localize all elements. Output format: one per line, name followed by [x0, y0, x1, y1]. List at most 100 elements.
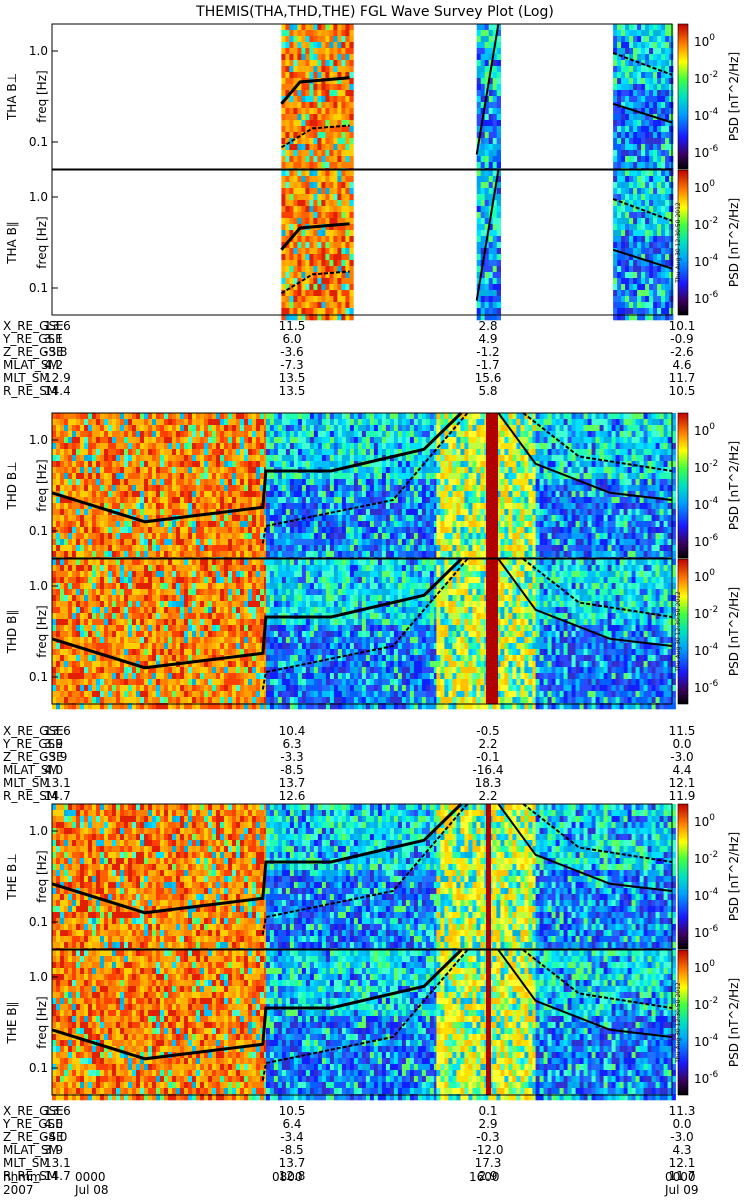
spectrogram-cell [76, 539, 80, 545]
spectrogram-cell [60, 539, 64, 545]
spectrogram-cell [204, 527, 208, 533]
spectrogram-cell [613, 54, 617, 60]
spectrogram-cell [56, 455, 60, 461]
spectrogram-cell [617, 144, 621, 150]
spectrogram-cell [625, 176, 629, 182]
spectrogram-cell [370, 449, 374, 455]
spectrogram-cell [313, 266, 317, 272]
spectrogram-cell [641, 302, 645, 308]
spectrogram-cell [281, 308, 285, 314]
spectrogram-cell [136, 491, 140, 497]
spectrogram-cell [497, 266, 501, 272]
spectrogram-cell [325, 230, 329, 236]
spectrogram-cell [621, 194, 625, 200]
spectrogram-cell [460, 425, 464, 431]
spectrogram-cell [208, 473, 212, 479]
spectrogram-cell [290, 449, 294, 455]
spectrogram-cell [172, 497, 176, 503]
spectrogram-cell [305, 200, 309, 206]
spectrogram-cell [422, 425, 426, 431]
spectrogram-cell [72, 539, 76, 545]
spectrogram-cell [338, 545, 342, 551]
spectrogram-cell [88, 455, 92, 461]
spectrogram-cell [342, 473, 346, 479]
y-axis-label: freq [Hz] [35, 70, 49, 122]
spectrogram-cell [349, 218, 353, 224]
spectrogram-cell [100, 545, 104, 551]
spectrogram-cell [649, 296, 653, 302]
spectrogram-cell [621, 78, 625, 84]
spectrogram-cell [329, 42, 333, 48]
spectrogram-cell [362, 533, 366, 539]
spectrogram-cell [633, 200, 637, 206]
spectrogram-cell [306, 425, 310, 431]
spectrogram-cell [460, 509, 464, 515]
spectrogram-cell [172, 449, 176, 455]
spectrogram-cell [317, 84, 321, 90]
spectrogram-cell [136, 533, 140, 539]
spectrogram-cell [489, 302, 493, 308]
spectrogram-cell [637, 132, 641, 138]
spectrogram-cell [629, 78, 633, 84]
spectrogram-cell [270, 533, 274, 539]
spectrogram-cell [481, 150, 485, 156]
spectrogram-cell [637, 272, 641, 278]
spectrogram-cell [456, 545, 460, 551]
spectrogram-cell [176, 545, 180, 551]
spectrogram-cell [313, 194, 317, 200]
spectrogram-cell [116, 539, 120, 545]
spectrogram-cell [128, 485, 132, 491]
spectrogram-cell [144, 461, 148, 467]
spectrogram-cell [430, 473, 434, 479]
spectrogram-cell [52, 545, 56, 551]
spectrogram-cell [92, 479, 96, 485]
spectrogram-cell [444, 485, 448, 491]
spectrogram-cell [528, 425, 532, 431]
spectrogram-cell [346, 425, 350, 431]
spectrogram-cell [349, 278, 353, 284]
spectrogram-cell [244, 551, 248, 557]
spectrogram-cell [342, 431, 346, 437]
spectrogram-cell [266, 509, 270, 515]
spectrogram-cell [164, 545, 168, 551]
spectrogram-cell [477, 54, 481, 60]
spectrogram-cell [657, 132, 661, 138]
spectrogram-cell [132, 419, 136, 425]
spectrogram-cell [293, 96, 297, 102]
spectrogram-cell [378, 527, 382, 533]
spectrogram-cell [669, 156, 673, 162]
spectrogram-cell [349, 120, 353, 126]
spectrogram-cell [452, 437, 456, 443]
spectrogram-cell [329, 114, 333, 120]
spectrogram-cell [326, 431, 330, 437]
spectrogram-cell [500, 455, 504, 461]
spectrogram-cell [426, 545, 430, 551]
spectrogram-cell [204, 521, 208, 527]
colorbar-tick-label: 10-4 [694, 107, 719, 123]
spectrogram-cell [497, 132, 501, 138]
spectrogram-cell [422, 473, 426, 479]
spectrogram-cell [321, 150, 325, 156]
spectrogram-cell [485, 24, 489, 30]
spectrogram-cell [140, 473, 144, 479]
spectrogram-cell [140, 479, 144, 485]
spectrogram-cell [68, 533, 72, 539]
spectrogram-cell [293, 54, 297, 60]
spectrogram-cell [236, 527, 240, 533]
spectrogram-cell [645, 102, 649, 108]
spectrogram-cell [354, 521, 358, 527]
spectrogram-cell [236, 485, 240, 491]
spectrogram-cell [617, 206, 621, 212]
spectrogram-cell [477, 236, 481, 242]
spectrogram-cell [613, 72, 617, 78]
spectrogram-cell [92, 449, 96, 455]
spectrogram-cell [329, 242, 333, 248]
spectrogram-cell [649, 120, 653, 126]
spectrogram-cell [341, 150, 345, 156]
spectrogram-cell [645, 302, 649, 308]
spectrogram-cell [334, 491, 338, 497]
spectrogram-cell [374, 539, 378, 545]
spectrogram-cell [204, 419, 208, 425]
spectrogram-cell [172, 551, 176, 557]
spectrogram-cell [184, 539, 188, 545]
